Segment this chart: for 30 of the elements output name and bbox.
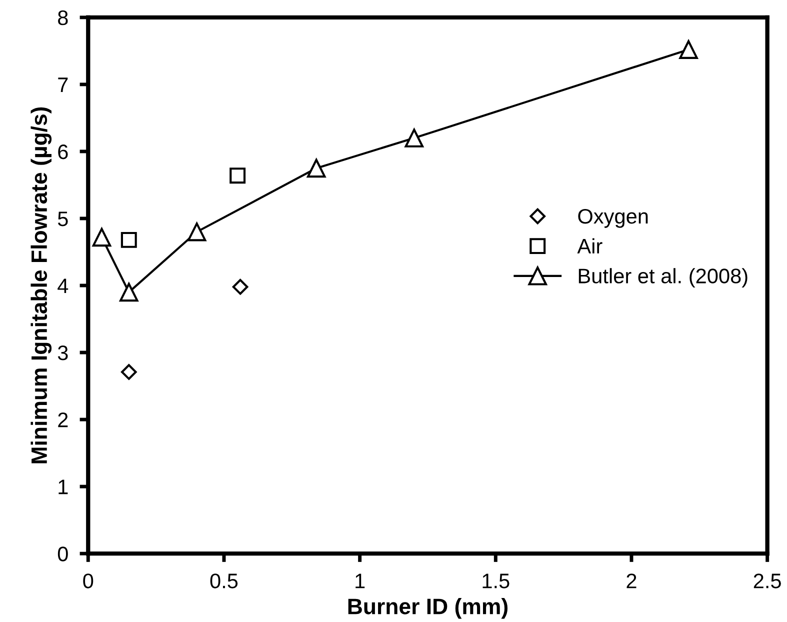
point: [679, 40, 698, 59]
y-tick-label: 3: [58, 346, 68, 360]
point: [187, 222, 206, 242]
legend-label: Oxygen: [578, 208, 648, 228]
y-tick-label: 4: [58, 278, 68, 294]
x-axis-title: Burner ID (mm): [348, 598, 508, 619]
point: [230, 168, 246, 184]
y-tick-label: 2: [58, 412, 68, 428]
point: [120, 232, 137, 248]
x-tick-label: 1.5: [482, 574, 510, 588]
y-tick-label: 1: [58, 480, 68, 494]
legend-label: Air: [577, 238, 602, 254]
point: [404, 128, 424, 148]
y-axis-title: Minimum Ignitable Flowrate (µg/s): [30, 107, 52, 464]
point: [306, 158, 326, 178]
x-tick-label: 2: [626, 574, 636, 588]
point: [120, 282, 138, 302]
x-tick-label: 0: [83, 574, 94, 588]
point: [120, 364, 137, 380]
y-tick-label: 8: [58, 10, 68, 26]
point: [92, 228, 112, 247]
y-tick-label: 5: [58, 212, 68, 226]
y-tick-label: 6: [58, 144, 68, 160]
y-tick-label: 0: [58, 546, 68, 562]
y-tick-label: 7: [58, 78, 68, 92]
x-tick-label: 2.5: [754, 574, 781, 588]
legend-label: Butler et al. (2008): [578, 268, 748, 288]
x-tick-label: 0.5: [210, 574, 238, 588]
point: [232, 278, 248, 295]
x-tick-label: 1: [356, 574, 365, 588]
